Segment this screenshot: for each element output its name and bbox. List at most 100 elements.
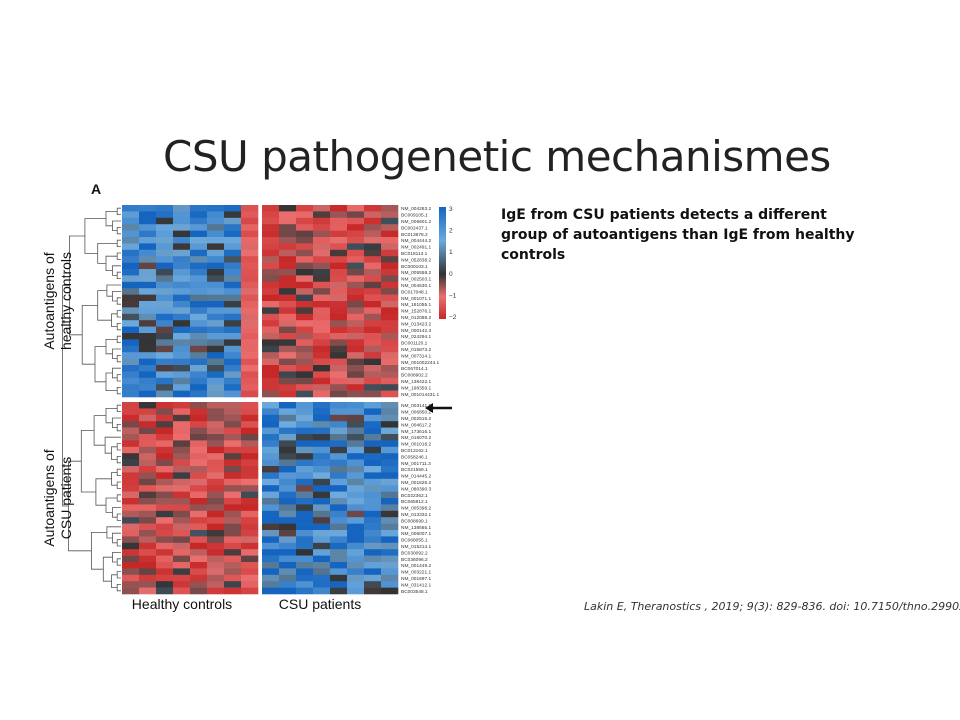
heatmap-cell: [156, 281, 174, 289]
heatmap-cell: [279, 230, 297, 238]
heatmap-cell: [122, 459, 140, 467]
heatmap-cell: [156, 459, 174, 467]
heatmap-cell: [207, 574, 225, 582]
heatmap-cell: [224, 288, 242, 295]
heatmap-cell: [207, 269, 225, 276]
heatmap-cell: [173, 243, 191, 251]
heatmap-cell: [262, 408, 280, 416]
heatmap-cell: [224, 211, 242, 219]
heatmap-cell: [381, 230, 399, 238]
heatmap-cell: [241, 402, 259, 409]
heatmap-cell: [262, 275, 280, 283]
gene-label: BC017048.1: [401, 289, 428, 295]
heatmap-cell: [330, 217, 348, 225]
heatmap-cell: [156, 301, 174, 308]
heatmap-cell: [156, 345, 174, 353]
heatmap-cell: [296, 485, 314, 492]
heatmap-cell: [364, 230, 382, 238]
heatmap-cell: [313, 237, 331, 244]
heatmap-cell: [190, 555, 208, 563]
heatmap-cell: [279, 294, 297, 302]
heatmap-cell: [347, 562, 365, 569]
heatmap-cell: [139, 472, 157, 480]
heatmap-cell: [224, 237, 242, 244]
heatmap-cell: [330, 243, 348, 251]
heatmap-cell: [330, 536, 348, 544]
heatmap-cell: [381, 249, 399, 257]
heatmap-cell: [241, 555, 259, 563]
heatmap-cell: [173, 358, 191, 366]
heatmap-cell: [347, 275, 365, 283]
heatmap-cell: [241, 358, 259, 366]
heatmap-cell: [330, 414, 348, 422]
heatmap-cell: [156, 352, 174, 359]
heatmap-cell: [262, 294, 280, 302]
heatmap-cell: [241, 288, 259, 295]
heatmap-cell: [156, 510, 174, 518]
gene-label: NM_013423.2: [401, 321, 431, 327]
heatmap-cell: [296, 275, 314, 283]
heatmap-cell: [173, 345, 191, 353]
heatmap-cell: [122, 485, 140, 492]
heatmap-cell: [313, 211, 331, 219]
heatmap-cell: [279, 472, 297, 480]
heatmap-cell: [241, 549, 259, 556]
heatmap-cell: [262, 562, 280, 569]
heatmap-cell: [173, 326, 191, 334]
heatmap-cell: [156, 549, 174, 556]
heatmap-cell: [224, 358, 242, 366]
heatmap-cell: [173, 275, 191, 283]
heatmap-cell: [364, 549, 382, 556]
heatmap-cell: [224, 587, 242, 595]
heatmap-cell: [122, 517, 140, 524]
heatmap-cell: [279, 339, 297, 347]
heatmap-cell: [207, 313, 225, 321]
heatmap-cell: [262, 326, 280, 334]
heatmap-cell: [296, 256, 314, 263]
heatmap-cell: [122, 466, 140, 473]
gene-label: NM_152876.1: [401, 309, 431, 315]
heatmap-cell: [279, 217, 297, 225]
heatmap-cell: [296, 320, 314, 327]
heatmap-cell: [262, 504, 280, 512]
heatmap-cell: [330, 377, 348, 385]
gene-label: NM_052838.2: [401, 257, 431, 263]
heatmap-cell: [347, 453, 365, 460]
heatmap-cell: [364, 562, 382, 569]
gene-label: BC065912.1: [401, 499, 428, 505]
heatmap-cell: [241, 390, 259, 398]
heatmap-cell: [156, 224, 174, 231]
heatmap-cell: [347, 345, 365, 353]
heatmap-cell: [381, 562, 399, 569]
gene-label: NM_004444.2: [401, 238, 431, 244]
heatmap-cell: [381, 377, 399, 385]
heatmap-cell: [173, 530, 191, 537]
gene-label: NM_004283.2: [401, 206, 431, 212]
dendrogram-branch: [105, 339, 118, 355]
heatmap-cell: [190, 581, 208, 588]
gene-label: BC022362.1: [401, 493, 428, 499]
color-scale-tick: −1: [449, 292, 457, 299]
gene-label: NM_198359.1: [401, 385, 431, 391]
heatmap-cell: [173, 434, 191, 441]
heatmap-cell: [381, 320, 399, 327]
heatmap-cell: [296, 281, 314, 289]
heatmap-cell: [173, 491, 191, 499]
gene-label: NM_001018.2: [401, 442, 431, 448]
heatmap-cell: [330, 205, 348, 212]
heatmap-cell: [330, 446, 348, 454]
heatmap-cell: [224, 581, 242, 588]
heatmap-cell: [313, 555, 331, 563]
heatmap-cell: [207, 326, 225, 334]
heatmap-cell: [364, 402, 382, 409]
heatmap-cell: [139, 326, 157, 334]
heatmap-cell: [296, 339, 314, 347]
heatmap-cell: [173, 523, 191, 531]
heatmap-cell: [207, 301, 225, 308]
heatmap-cell: [241, 371, 259, 379]
heatmap-cell: [190, 371, 208, 379]
dendrogram-branch: [116, 481, 121, 489]
gene-label: NM_002491.1: [401, 245, 431, 251]
heatmap-cell: [347, 472, 365, 480]
heatmap-cell: [139, 459, 157, 467]
